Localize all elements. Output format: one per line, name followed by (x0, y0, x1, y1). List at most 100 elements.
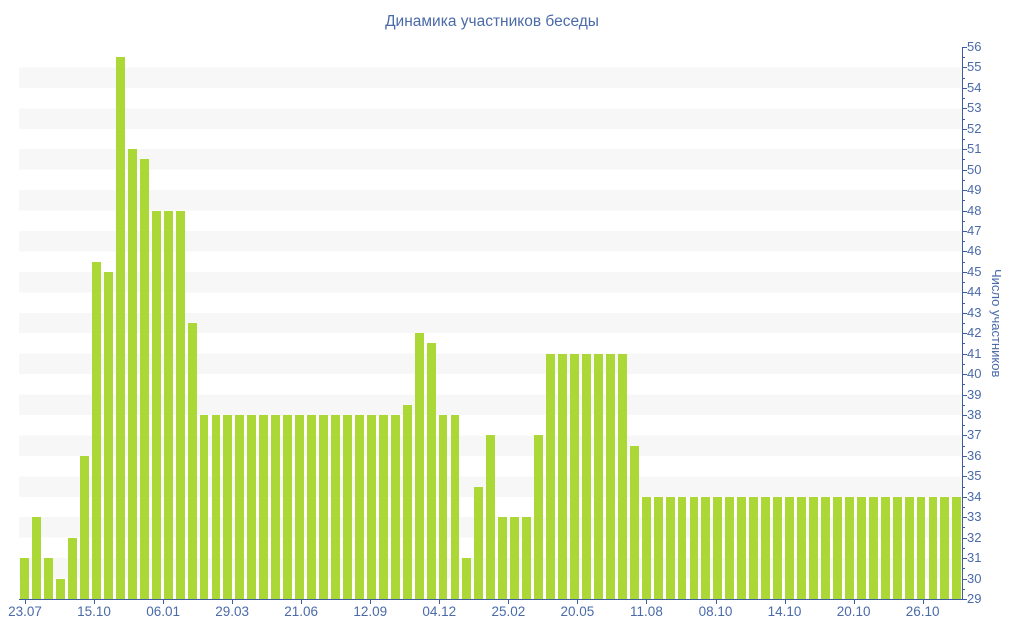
bar[interactable] (952, 496, 962, 599)
bar[interactable] (438, 415, 448, 599)
x-tick-label: 20.05 (560, 604, 595, 619)
bar[interactable] (342, 415, 352, 599)
x-tick (25, 600, 26, 604)
bar[interactable] (737, 496, 747, 599)
bar[interactable] (462, 558, 472, 599)
bar[interactable] (450, 415, 460, 599)
bar[interactable] (331, 415, 340, 599)
bar[interactable] (629, 445, 639, 599)
bar[interactable] (904, 496, 914, 599)
y-minor-tick (962, 486, 965, 488)
bar[interactable] (199, 415, 209, 599)
bar[interactable] (593, 353, 603, 599)
bar[interactable] (139, 159, 149, 599)
bar[interactable] (498, 517, 508, 599)
bar[interactable] (844, 496, 854, 599)
bar[interactable] (653, 496, 663, 599)
bar[interactable] (665, 496, 675, 599)
bar[interactable] (235, 415, 245, 599)
bar[interactable] (892, 496, 902, 599)
bar[interactable] (187, 323, 197, 599)
bar[interactable] (32, 517, 42, 599)
x-tick (508, 600, 510, 604)
y-minor-tick (962, 445, 965, 447)
bar[interactable] (761, 496, 771, 599)
bar[interactable] (44, 558, 54, 599)
y-tick (962, 128, 967, 130)
bar[interactable] (677, 496, 687, 599)
bar[interactable] (522, 517, 532, 599)
bar[interactable] (701, 496, 711, 599)
bar[interactable] (151, 210, 161, 599)
bar[interactable] (856, 496, 866, 599)
bar[interactable] (56, 578, 66, 599)
bar[interactable] (868, 496, 878, 599)
bar[interactable] (390, 415, 400, 599)
bar[interactable] (259, 415, 269, 599)
bar[interactable] (880, 496, 890, 599)
bar[interactable] (163, 210, 173, 599)
x-tick-label: 04.12 (422, 604, 457, 619)
bar[interactable] (175, 210, 185, 599)
y-tick-label: 55 (967, 59, 982, 75)
bar[interactable] (785, 496, 795, 599)
y-tick-label: 53 (967, 100, 982, 116)
bar[interactable] (546, 353, 556, 599)
bar[interactable] (581, 353, 591, 599)
bar[interactable] (354, 415, 364, 599)
y-minor-tick (962, 98, 965, 100)
bar[interactable] (749, 496, 759, 599)
bar[interactable] (916, 496, 926, 599)
bar[interactable] (127, 149, 137, 599)
bar[interactable] (689, 496, 699, 599)
bar[interactable] (486, 435, 496, 599)
bar[interactable] (474, 486, 484, 599)
bar[interactable] (797, 496, 806, 599)
y-tick-label: 35 (967, 468, 982, 484)
bar[interactable] (366, 415, 376, 599)
bar[interactable] (725, 496, 735, 599)
bar[interactable] (558, 353, 567, 599)
bar[interactable] (809, 496, 818, 599)
bar[interactable] (641, 496, 651, 599)
bar[interactable] (426, 343, 436, 599)
y-tick-label: 37 (967, 427, 982, 443)
bar[interactable] (832, 496, 842, 599)
bar[interactable] (928, 496, 938, 599)
bar[interactable] (534, 435, 544, 599)
y-tick (962, 169, 967, 171)
bar[interactable] (92, 261, 101, 599)
bar[interactable] (271, 415, 281, 599)
bar[interactable] (103, 271, 113, 599)
bar[interactable] (283, 415, 293, 599)
bar[interactable] (223, 415, 233, 599)
x-tick (646, 600, 648, 604)
y-minor-tick (962, 404, 965, 406)
x-tick-label: 29.03 (215, 604, 250, 619)
bar[interactable] (940, 496, 950, 599)
y-minor-tick (962, 507, 965, 508)
bar[interactable] (773, 496, 783, 599)
bar[interactable] (247, 415, 257, 599)
bar[interactable] (414, 333, 424, 599)
bar[interactable] (20, 558, 30, 599)
bar[interactable] (713, 496, 723, 599)
y-tick (962, 190, 967, 192)
bar[interactable] (820, 496, 830, 599)
bar[interactable] (211, 415, 221, 599)
bar[interactable] (402, 404, 412, 599)
bar[interactable] (605, 353, 615, 599)
bar[interactable] (115, 57, 125, 599)
bar[interactable] (80, 455, 89, 599)
bar[interactable] (617, 353, 627, 599)
bar[interactable] (378, 415, 388, 599)
bar[interactable] (295, 415, 305, 599)
x-tick (577, 600, 579, 604)
bar[interactable] (570, 353, 579, 599)
bar[interactable] (510, 517, 520, 599)
bar[interactable] (68, 537, 78, 599)
bar[interactable] (319, 415, 328, 599)
y-minor-tick (962, 323, 965, 324)
bar[interactable] (307, 415, 317, 599)
